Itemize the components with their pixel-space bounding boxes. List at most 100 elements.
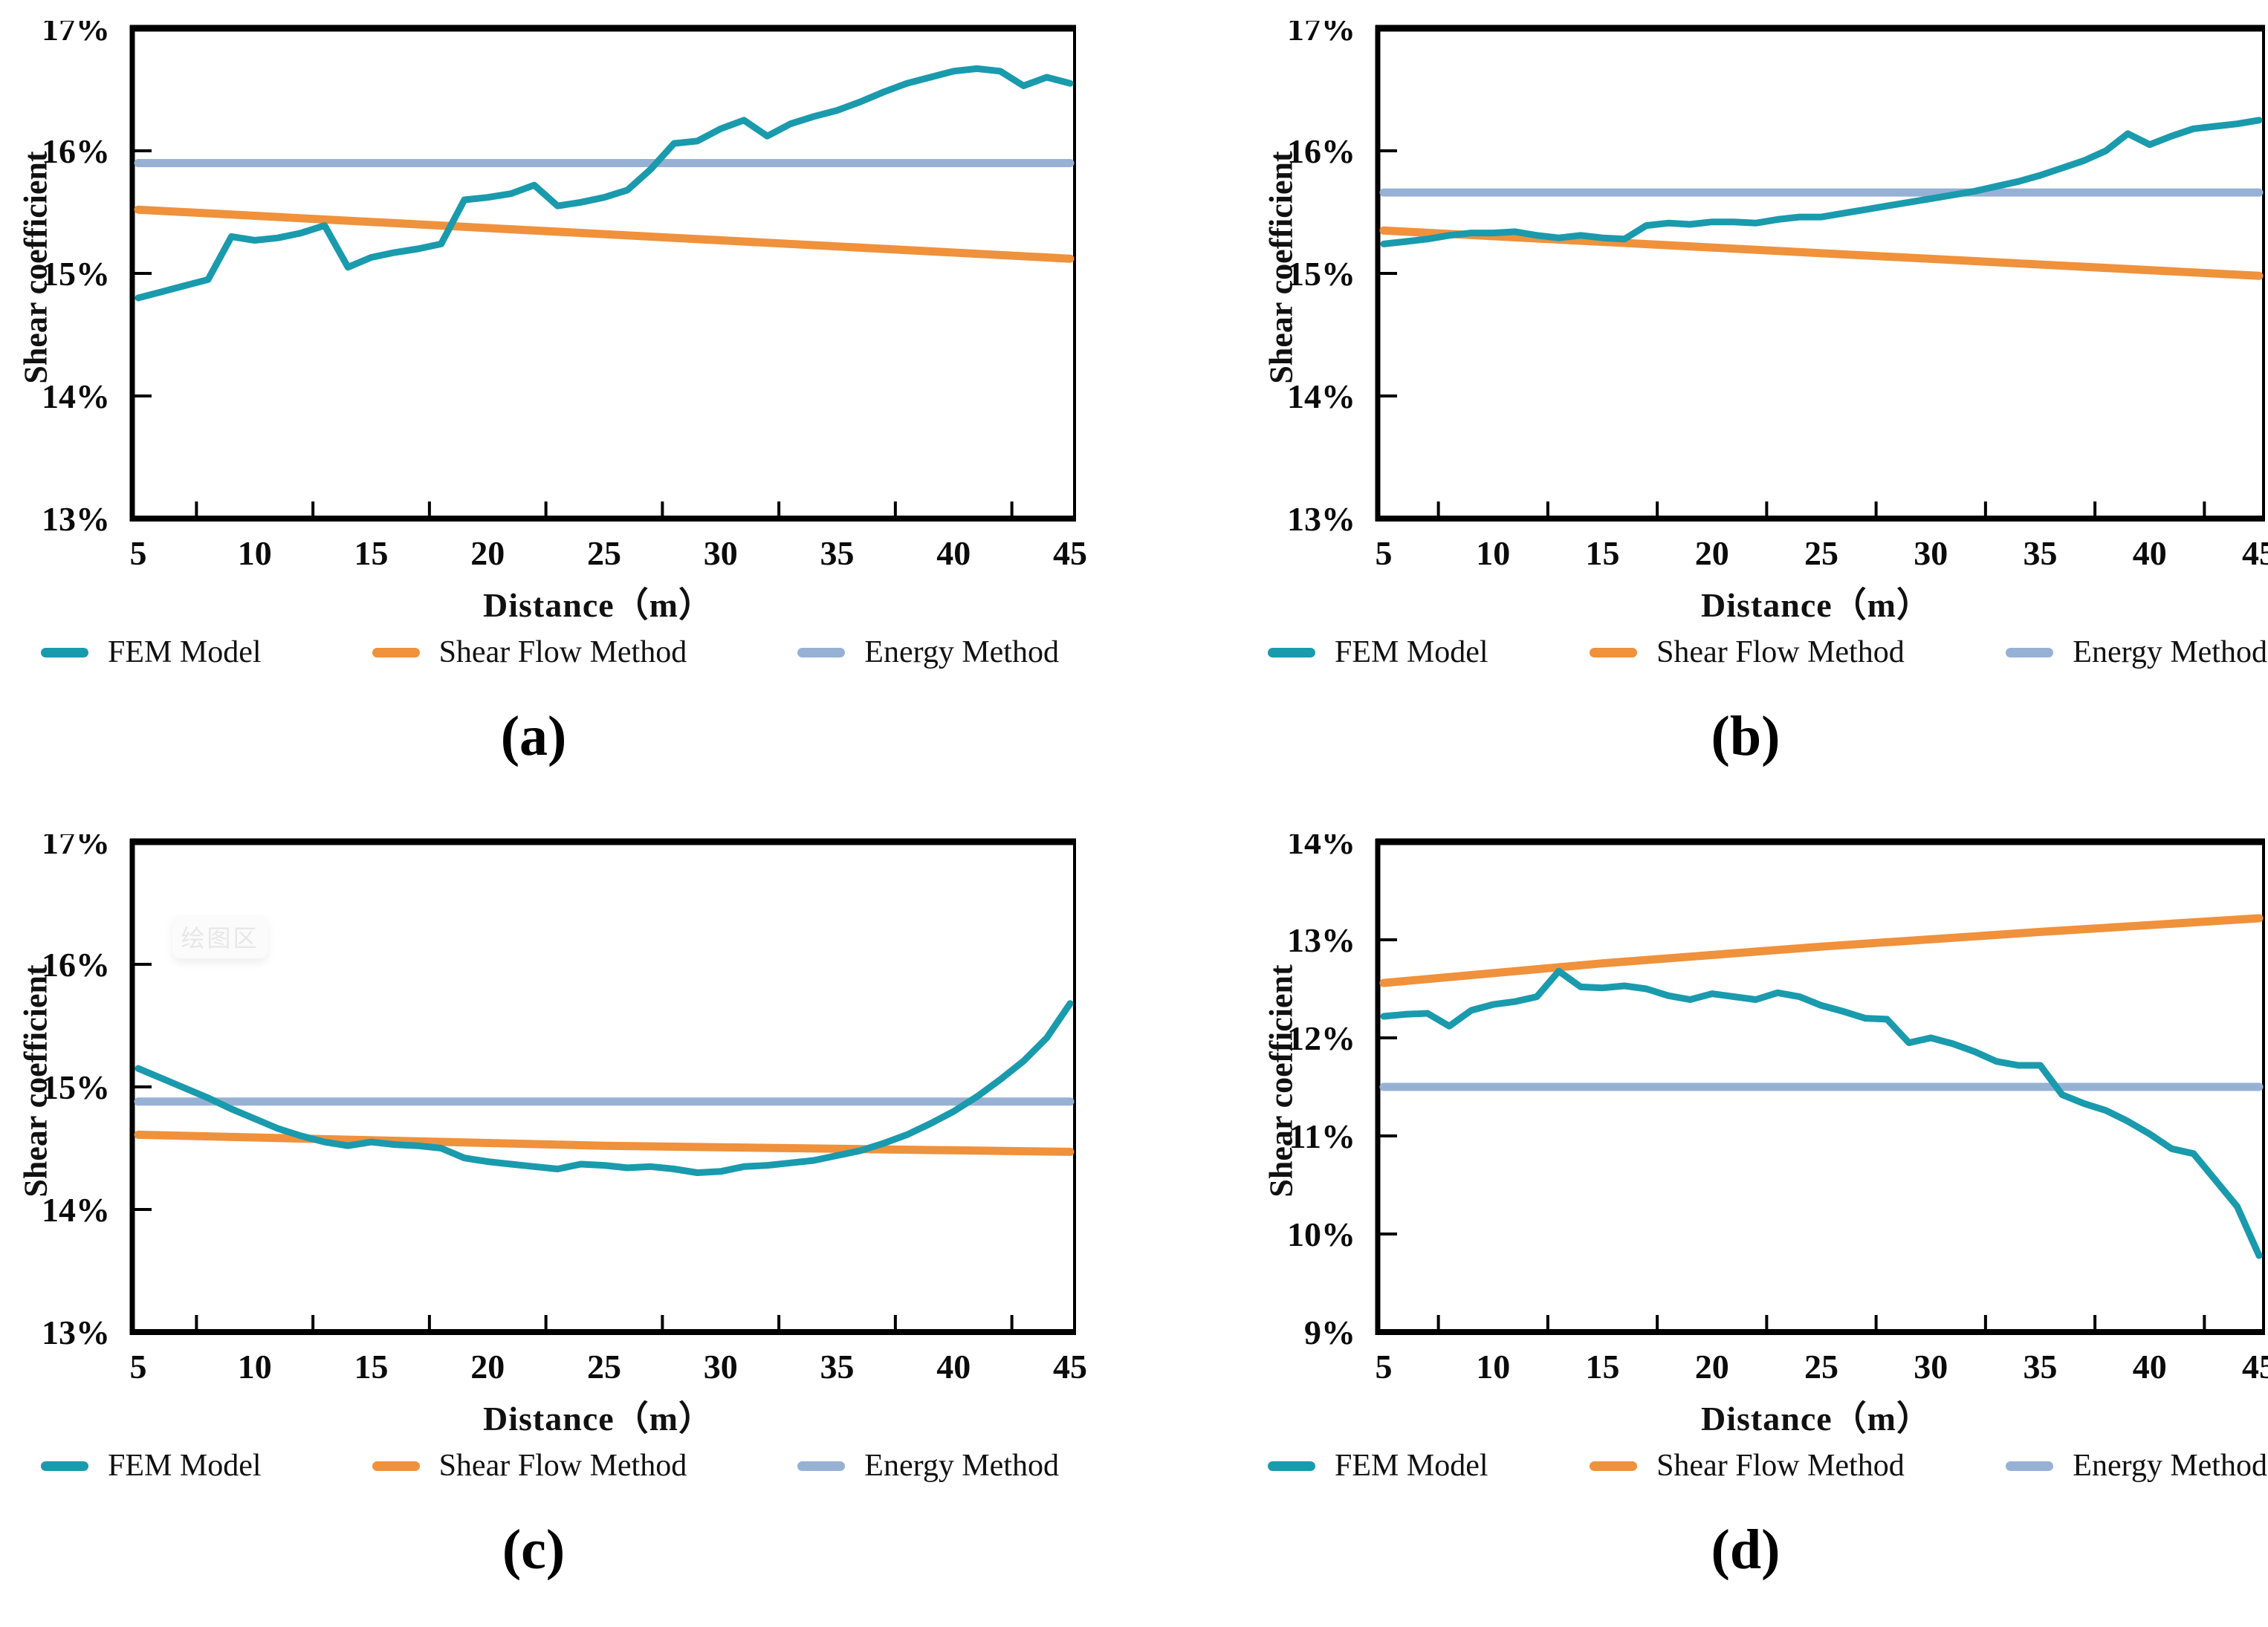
legend-label: Energy Method: [2073, 635, 2267, 669]
x-tick-label: 35: [820, 534, 855, 572]
x-tick-label: 45: [1053, 534, 1087, 572]
x-tick-label: 20: [1695, 1348, 1729, 1386]
x-tick-label: 5: [130, 1348, 147, 1386]
series-line-shear-flow-method: [1379, 914, 2264, 987]
chart-panel-d: 14% 13% 12% 11% 10% 9% 5 10 15 20 25 30 35 40 45: [1287, 834, 2268, 1386]
chart-panel-c: 17% 16% 15% 14% 13% 5 10 15 20 25 30 35 40 45: [42, 834, 1087, 1386]
legend-label: Energy Method: [864, 1449, 1059, 1483]
shear-flow-line-swatch-icon: [1590, 647, 1638, 657]
legend-label: FEM Model: [1335, 635, 1488, 669]
y-tick-label: 16%: [42, 946, 110, 984]
legend-label: FEM Model: [1335, 1449, 1488, 1483]
y-tick-label: 13%: [42, 500, 110, 538]
x-tick-label: 20: [1695, 534, 1729, 572]
y-tick-label: 15%: [1287, 255, 1355, 293]
x-axis-title: Distance（m）: [1701, 1400, 1931, 1438]
series-line-fem-model: [1380, 967, 2263, 1259]
x-tick-label: 5: [1376, 534, 1393, 572]
fem-line-swatch-icon: [1268, 1461, 1315, 1471]
legend-item-energy: Energy Method: [2006, 634, 2267, 670]
x-tick-label: 10: [1476, 534, 1510, 572]
x-tick-label: 20: [470, 1348, 505, 1386]
series-line-shear-flow-method: [1379, 226, 2264, 280]
legend-item-fem: FEM Model: [1268, 634, 1488, 670]
x-tick-label: 40: [2133, 534, 2167, 572]
y-tick-label: 17%: [1287, 21, 1355, 48]
legend-item-shear-flow: Shear Flow Method: [1590, 1448, 1905, 1484]
y-tick-label: 14%: [42, 1191, 110, 1229]
legend-item-shear-flow: Shear Flow Method: [372, 634, 687, 670]
series-line-fem-model: [135, 65, 1074, 302]
caption-c: (c): [502, 1519, 566, 1581]
x-tick-label: 40: [936, 1348, 971, 1386]
x-tick-label: 5: [1376, 1348, 1393, 1386]
legend: FEM Model Shear Flow Method Energy Metho…: [1268, 1445, 2267, 1487]
x-tick-label: 45: [2242, 1348, 2268, 1386]
x-tick-label: 35: [820, 1348, 855, 1386]
plot-area-watermark: 绘图区: [172, 915, 268, 958]
legend-item-fem: FEM Model: [41, 634, 262, 670]
series-line-fem-model: [1380, 117, 2263, 247]
legend-label: FEM Model: [108, 1449, 262, 1483]
x-tick-label: 45: [2242, 534, 2268, 572]
x-tick-label: 30: [704, 534, 738, 572]
x-tick-label: 35: [2024, 1348, 2058, 1386]
x-tick-label: 40: [936, 534, 971, 572]
fem-line-swatch-icon: [41, 1461, 88, 1471]
series-line-shear-flow-method: [134, 1130, 1075, 1156]
legend-item-energy: Energy Method: [2006, 1448, 2267, 1484]
legend-label: Shear Flow Method: [438, 635, 687, 669]
x-tick-label: 30: [1914, 1348, 1948, 1386]
x-tick-label: 30: [1914, 534, 1948, 572]
x-tick-label: 30: [704, 1348, 738, 1386]
x-tick-label: 25: [1804, 534, 1838, 572]
x-tick-label: 15: [354, 534, 389, 572]
legend: FEM Model Shear Flow Method Energy Metho…: [41, 631, 1059, 673]
y-tick-label: 9%: [1304, 1313, 1355, 1351]
y-tick-label: 13%: [42, 1313, 110, 1351]
shear-flow-line-swatch-icon: [1590, 1461, 1638, 1471]
shear-flow-line-swatch-icon: [372, 647, 420, 657]
y-tick-label: 12%: [1287, 1019, 1355, 1057]
legend: FEM Model Shear Flow Method Energy Metho…: [1268, 631, 2267, 673]
x-tick-label: 5: [130, 534, 147, 572]
x-tick-label: 40: [2133, 1348, 2167, 1386]
legend: FEM Model Shear Flow Method Energy Metho…: [41, 1445, 1059, 1487]
x-tick-label: 25: [587, 1348, 621, 1386]
panel-b: Shear coefficient 17% 16% 15% 14% 13% 5 10 15 20…: [1134, 0, 2268, 814]
x-tick-label: 25: [587, 534, 621, 572]
shear-flow-line-swatch-icon: [372, 1461, 420, 1471]
legend-item-fem: FEM Model: [41, 1448, 262, 1484]
y-tick-label: 13%: [1287, 921, 1355, 959]
x-tick-label: 10: [238, 1348, 272, 1386]
energy-line-swatch-icon: [797, 1461, 846, 1471]
y-tick-label: 17%: [42, 21, 110, 48]
x-tick-label: 35: [2024, 534, 2058, 572]
fem-line-swatch-icon: [41, 647, 88, 657]
panel-c: Shear coefficient 17% 16% 15% 14% 13% 5 10 15 20…: [0, 814, 1134, 1627]
y-tick-label: 16%: [42, 132, 110, 170]
legend-item-energy: Energy Method: [797, 634, 1059, 670]
y-tick-label: 14%: [42, 377, 110, 415]
x-axis-title: Distance（m）: [1701, 586, 1931, 624]
y-tick-label: 10%: [1287, 1215, 1355, 1253]
y-tick-label: 15%: [42, 1068, 110, 1106]
x-axis-title: Distance（m）: [483, 586, 713, 624]
legend-label: Energy Method: [2073, 1449, 2267, 1483]
caption-a: (a): [500, 705, 567, 767]
caption-d: (d): [1711, 1519, 1781, 1581]
x-tick-label: 15: [1586, 534, 1620, 572]
legend-label: Shear Flow Method: [1656, 1449, 1905, 1483]
series-line-fem-model: [135, 1000, 1074, 1176]
legend-label: Shear Flow Method: [1656, 635, 1905, 669]
x-tick-label: 45: [1053, 1348, 1087, 1386]
x-axis-title: Distance（m）: [483, 1400, 713, 1438]
series-line-shear-flow-method: [134, 205, 1075, 263]
y-tick-label: 15%: [42, 255, 110, 293]
y-tick-label: 11%: [1289, 1117, 1355, 1155]
legend-label: Energy Method: [864, 635, 1059, 669]
legend-item-shear-flow: Shear Flow Method: [372, 1448, 687, 1484]
legend-item-shear-flow: Shear Flow Method: [1590, 634, 1905, 670]
energy-line-swatch-icon: [2006, 1461, 2054, 1471]
